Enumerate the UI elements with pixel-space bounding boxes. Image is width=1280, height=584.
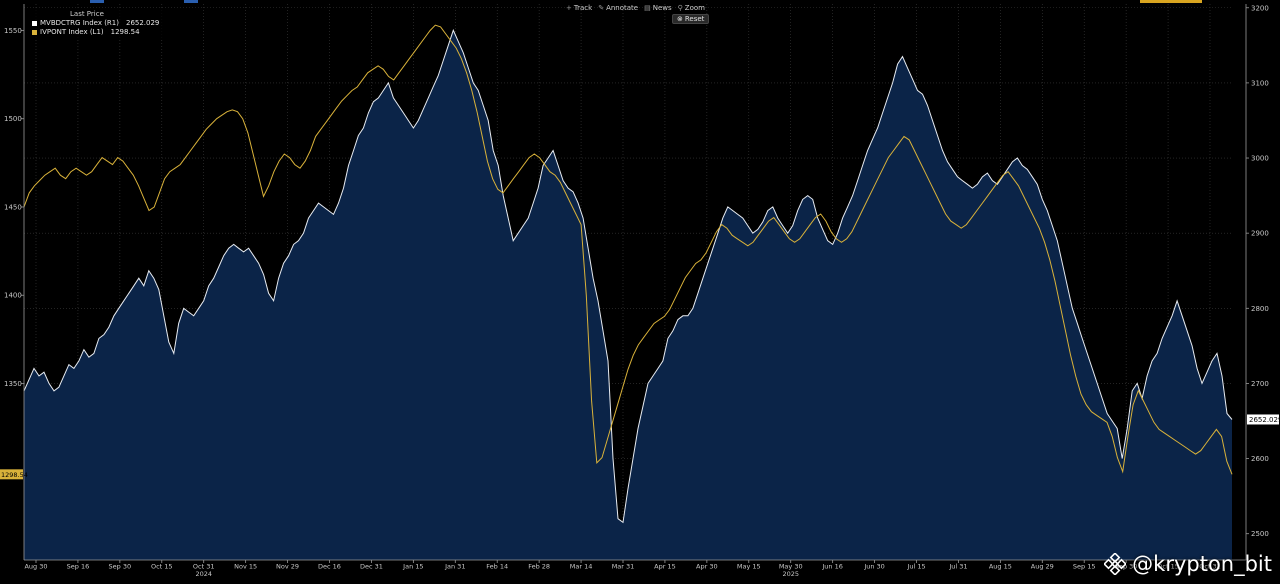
left-tick-label: 1500 — [4, 115, 22, 123]
right-last-value-label: 2652.029 — [1249, 416, 1280, 424]
right-tick-label: 3000 — [1251, 155, 1269, 163]
legend-swatch-yellow — [32, 30, 37, 35]
right-tick-label: 2800 — [1251, 305, 1269, 313]
x-tick-label: Mar 14 — [570, 563, 593, 571]
legend-swatch-white — [32, 21, 37, 26]
legend-title: Last Price — [70, 10, 104, 18]
top-toolbar-strip-right — [1140, 0, 1202, 3]
x-tick-label: Dec 31 — [360, 563, 383, 571]
track-label: Track — [573, 4, 593, 12]
x-tick-label: Oct 15 — [151, 563, 173, 571]
x-tick-label: Feb 28 — [528, 563, 550, 571]
reset-button[interactable]: ⊗ Reset — [672, 14, 710, 24]
right-tick-label: 3200 — [1251, 4, 1269, 12]
year-label: 2025 — [782, 570, 799, 578]
binance-logo-icon — [1104, 553, 1127, 575]
zoom-label: Zoom — [684, 4, 705, 12]
left-tick-label: 1400 — [4, 292, 22, 300]
right-axis-ticks: 2500 2600 2700 2800 2900 3000 3100 3200 — [1246, 4, 1269, 538]
left-axis-ticks: 1350 1400 1450 1500 1550 — [4, 27, 24, 388]
x-tick-label: Feb 14 — [486, 563, 508, 571]
left-last-value-box — [0, 469, 23, 480]
pencil-icon: ✎ — [598, 4, 605, 12]
left-tick-label: 1350 — [4, 380, 22, 388]
area-outline — [23, 28, 1233, 524]
right-last-value-box — [1247, 414, 1279, 425]
top-toolbar-strip-left — [90, 0, 104, 3]
last-value-markers: 2652.029 1298.54 — [0, 414, 1280, 480]
x-tick-label: Aug 29 — [1031, 563, 1054, 571]
x-tick-label: Jul 31 — [948, 563, 967, 571]
right-tick-label: 2900 — [1251, 230, 1269, 238]
x-tick-label: Sep 30 — [109, 563, 132, 571]
legend: Last Price MVBDCTRG Index (R1) 2652.029 … — [30, 9, 164, 39]
x-tick-label: Jun 16 — [821, 563, 843, 571]
x-tick-label: Aug 30 — [24, 563, 47, 571]
annotate-label: Annotate — [606, 4, 639, 12]
right-tick-label: 2500 — [1251, 530, 1269, 538]
line-series-ivpont — [23, 24, 1233, 475]
x-tick-label: Sep 15 — [1073, 563, 1096, 571]
x-tick-label: May 30 — [779, 563, 803, 571]
x-tick-label: Oct 31 — [1199, 563, 1221, 571]
right-tick-label: 2600 — [1251, 455, 1269, 463]
right-tick-label: 2700 — [1251, 380, 1269, 388]
area-series-mvbdctrg — [23, 28, 1233, 561]
reset-icon: ⊗ — [677, 15, 683, 23]
x-tick-label: Jan 31 — [444, 563, 465, 571]
x-tick-label: Oct 15 — [1157, 563, 1179, 571]
x-tick-label: Sep 16 — [67, 563, 90, 571]
zoom-button[interactable]: ⚲ Zoom — [678, 4, 705, 12]
legend-value: 1298.54 — [110, 28, 140, 36]
left-tick-label: 1450 — [4, 203, 22, 211]
left-last-value-label: 1298.54 — [1, 471, 28, 479]
legend-value: 2652.029 — [125, 19, 160, 27]
x-tick-label: Oct 31 — [193, 563, 215, 571]
watermark: @krypton_bit — [1104, 552, 1272, 576]
annotate-button[interactable]: ✎ Annotate — [598, 4, 638, 12]
x-tick-label: Mar 31 — [612, 563, 635, 571]
ivpont-line — [23, 24, 1233, 475]
x-tick-label: Dec 16 — [318, 563, 341, 571]
x-tick-label: Jul 15 — [906, 563, 925, 571]
news-icon: ▤ — [644, 4, 651, 12]
reset-label: Reset — [684, 15, 705, 23]
top-toolbar-strip-mid — [184, 0, 198, 3]
watermark-text: @krypton_bit — [1132, 552, 1272, 576]
x-tick-label: Apr 30 — [696, 563, 718, 571]
x-tick-label: Jun 30 — [863, 563, 885, 571]
x-tick-label: Jan 15 — [402, 563, 423, 571]
area-fill — [24, 30, 1232, 561]
x-tick-label: Nov 29 — [276, 563, 299, 571]
x-tick-label: Apr 15 — [654, 563, 676, 571]
legend-item-ivpont[interactable]: IVPONT Index (L1) 1298.54 — [32, 28, 159, 37]
x-tick-label: May 15 — [737, 563, 761, 571]
chart-toolbar: + Track ✎ Annotate ▤ News ⚲ Zoom — [566, 4, 705, 12]
magnifier-icon: ⚲ — [677, 4, 683, 12]
year-label: 2024 — [195, 570, 212, 578]
news-button[interactable]: ▤ News — [644, 4, 672, 12]
crosshair-icon: + — [566, 4, 572, 12]
left-tick-label: 1550 — [4, 27, 22, 35]
right-tick-label: 3100 — [1251, 79, 1269, 87]
x-axis-ticks: Aug 30 Sep 16 Sep 30 Oct 15 Oct 31 Nov 15 Nov … — [24, 560, 1221, 578]
legend-label: IVPONT Index (L1) — [40, 28, 104, 36]
legend-label: MVBDCTRG Index (R1) — [40, 19, 119, 27]
x-tick-label: Nov 15 — [234, 563, 257, 571]
legend-item-mvbdctrg[interactable]: MVBDCTRG Index (R1) 2652.029 — [32, 19, 159, 28]
track-button[interactable]: + Track — [566, 4, 592, 12]
x-tick-label: Sep 30 — [1115, 563, 1138, 571]
x-tick-label: Aug 15 — [989, 563, 1012, 571]
news-label: News — [652, 4, 672, 12]
